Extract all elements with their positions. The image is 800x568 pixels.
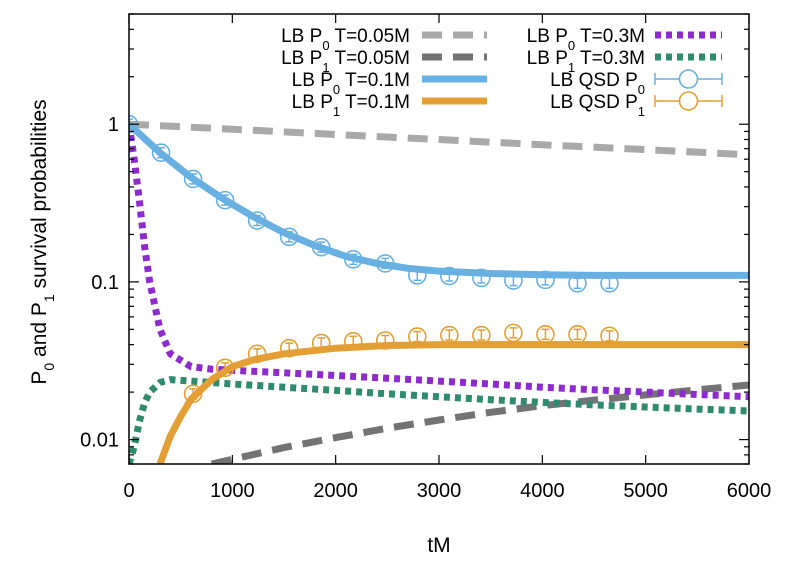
y-tick-labels: 0.01 0.1 1: [80, 114, 119, 451]
legend-label: LB P0 T=0.3M: [527, 26, 645, 53]
y-tick-label: 0.1: [91, 272, 119, 294]
data-point: [343, 250, 363, 269]
legend-label: LB P1 T=0.3M: [527, 48, 645, 75]
data-point: [183, 384, 203, 404]
x-tick-label: 6000: [727, 480, 772, 502]
data-point: [504, 323, 523, 343]
y-tick-label: 1: [108, 114, 119, 136]
legend-label: LB QSD P1: [550, 92, 645, 119]
x-tick-label: 4000: [520, 480, 565, 502]
data-point: [343, 332, 363, 351]
data-point: [440, 325, 459, 345]
axis-ticks: [128, 13, 750, 465]
data-point: [504, 271, 523, 290]
y-axis-label: P0 and P1 survival probabilities: [28, 99, 57, 384]
x-tick-label: 0: [123, 480, 134, 502]
series-line: [210, 381, 749, 464]
data-point: [375, 254, 395, 273]
data-point: [472, 325, 491, 345]
legend-entry: LB P0 T=0.05M: [281, 26, 487, 53]
data-point: [568, 325, 587, 344]
data-point: [311, 237, 331, 257]
x-axis-label: tM: [427, 534, 450, 557]
x-tick-label: 1000: [210, 480, 255, 502]
data-point: [600, 273, 619, 293]
data-point: [247, 211, 267, 230]
legend-entry: LB P0 T=0.1M: [292, 70, 487, 97]
data-point: [151, 143, 171, 162]
data-point: [279, 338, 299, 358]
legend-entry: LB P0 T=0.3M: [527, 26, 722, 53]
legend-entry: LB QSD P0: [550, 69, 723, 97]
legend-label: LB P1 T=0.05M: [281, 48, 410, 75]
series-line: [129, 123, 749, 401]
legend-entry: LB P1 T=0.3M: [527, 48, 722, 75]
x-tick-label: 2000: [313, 480, 358, 502]
x-tick-labels: 0 1000 2000 3000 4000 5000 6000: [123, 480, 771, 502]
legend-label: LB QSD P0: [550, 70, 645, 97]
data-point: [279, 227, 299, 247]
data-point: [311, 333, 331, 353]
data-point: [215, 358, 235, 378]
data-point: [247, 344, 267, 364]
series-line: [129, 120, 749, 159]
marker-layer: [129, 114, 619, 404]
data-point: [536, 270, 555, 290]
series-line: [129, 376, 749, 464]
y-tick-label: 0.01: [80, 430, 119, 452]
legend-label: LB P0 T=0.05M: [281, 26, 410, 53]
legend-entry: LB P1 T=0.1M: [292, 92, 487, 119]
x-tick-label: 5000: [623, 480, 668, 502]
data-point: [375, 331, 395, 350]
data-point: [183, 169, 203, 189]
data-point: [407, 327, 427, 346]
data-point: [568, 273, 587, 293]
series-line: [156, 341, 749, 464]
series-layer: [129, 120, 749, 464]
legend-label: LB P0 T=0.1M: [292, 70, 410, 97]
data-point: [472, 268, 491, 288]
data-point: [600, 326, 619, 346]
data-point: [440, 266, 459, 286]
legend-entry: LB QSD P1: [550, 91, 723, 119]
legend-label: LB P1 T=0.1M: [292, 92, 410, 119]
data-point: [407, 266, 427, 285]
data-point: [215, 190, 235, 210]
data-point: [536, 325, 555, 344]
x-tick-label: 3000: [417, 480, 462, 502]
legend-entry: LB P1 T=0.05M: [281, 48, 487, 75]
